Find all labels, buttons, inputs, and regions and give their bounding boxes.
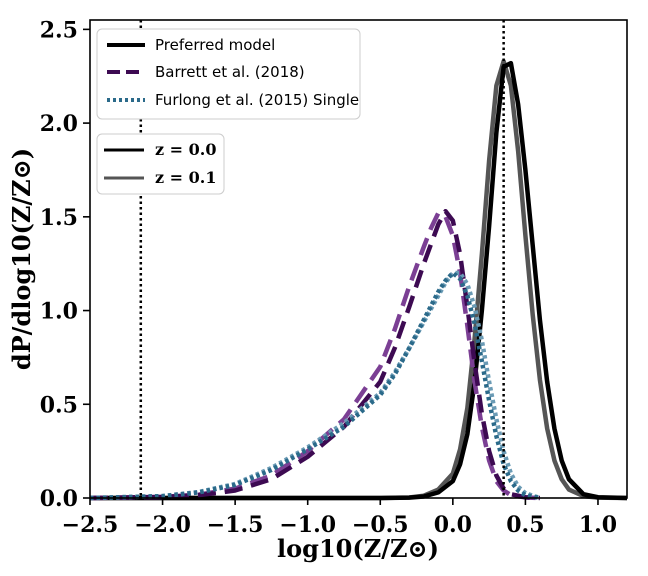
x-tick-label: −1.5 <box>207 512 264 538</box>
y-axis: 0.0 0.5 1.0 1.5 2.0 2.5 <box>40 17 90 512</box>
y-tick-label: 0.0 <box>40 486 78 512</box>
y-tick-label: 2.0 <box>40 111 78 137</box>
series-line-barrett-et-al-2018--z00 <box>89 208 541 501</box>
plot-frame <box>89 19 628 499</box>
x-tick-label: −0.5 <box>352 512 409 538</box>
x-tick-label: −1.0 <box>279 512 336 538</box>
legend-z0-label: z = 0.0 <box>155 140 216 159</box>
series-line-furlong-et-al-2015-single-z00 <box>89 270 541 501</box>
legend-barrett-label: Barrett et al. (2018) <box>155 63 305 81</box>
x-axis: −2.5 −2.0 −1.5 −1.0 −0.5 0.0 0.5 1.0 <box>62 498 617 538</box>
series-line-preferred-model-z00 <box>90 60 628 501</box>
legend-preferred-label: Preferred model <box>155 36 275 54</box>
x-axis-title: log10(Z/Z⊙) <box>277 534 439 563</box>
series-line-preferred-model-z01 <box>90 58 628 501</box>
y-tick-label: 0.5 <box>40 392 78 418</box>
x-tick-label: 0.0 <box>434 512 472 538</box>
x-tick-label: 1.0 <box>579 512 617 538</box>
legend-models: Preferred model Barrett et al. (2018) Fu… <box>96 28 361 120</box>
y-tick-label: 1.0 <box>40 299 78 325</box>
x-tick-label: −2.5 <box>62 512 119 538</box>
series-curves <box>89 58 628 501</box>
y-axis-title: dP/dlog10(Z/Z⊙) <box>7 148 36 370</box>
y-tick-label: 1.5 <box>40 205 78 231</box>
legend-z01-label: z = 0.1 <box>155 168 216 187</box>
x-tick-label: −2.0 <box>134 512 191 538</box>
x-tick-label: 0.5 <box>506 512 544 538</box>
reference-vertical-lines <box>139 20 505 498</box>
y-tick-label: 2.5 <box>40 17 78 43</box>
legend-furlong-label: Furlong et al. (2015) Single <box>155 91 359 109</box>
legend-redshift: z = 0.0 z = 0.1 <box>96 133 225 195</box>
legend-models-frame <box>96 28 361 120</box>
